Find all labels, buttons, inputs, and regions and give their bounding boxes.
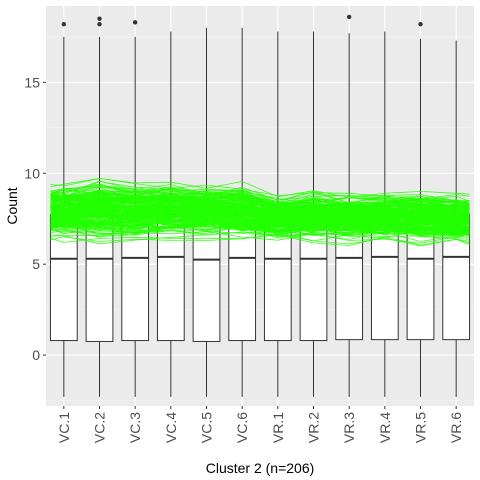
profile-line — [50, 231, 470, 245]
outlier-point — [418, 21, 423, 27]
profile-line — [50, 214, 470, 231]
y-tick-label: 0 — [32, 347, 40, 363]
profile-line — [50, 222, 470, 235]
y-axis-ticks: 0 5 10 15 — [24, 74, 46, 363]
box-body — [192, 214, 221, 342]
cluster-lines — [50, 177, 470, 247]
profile-line — [50, 206, 470, 223]
outlier-point — [61, 21, 67, 27]
profile-line — [50, 190, 470, 206]
x-tick-label: VC.4 — [163, 412, 179, 443]
outlier-point — [97, 16, 102, 21]
y-tick-label: 10 — [24, 165, 40, 181]
profile-line — [50, 233, 470, 247]
x-axis-title: Cluster 2 (n=206) — [206, 460, 315, 476]
outlier-point — [132, 20, 138, 25]
y-axis-title: Count — [4, 187, 20, 224]
x-tick-label: VR.1 — [270, 412, 286, 443]
profile-line — [50, 213, 470, 229]
x-tick-label: VR.6 — [448, 412, 464, 443]
x-tick-label: VC.3 — [127, 412, 143, 443]
profile-line — [50, 230, 470, 242]
profile-line — [50, 191, 470, 208]
box-body — [156, 213, 185, 342]
box-vc-4 — [156, 31, 185, 397]
profile-line — [50, 186, 470, 209]
x-tick-label: VR.4 — [377, 412, 393, 443]
x-axis-ticks: VC.1 VC.2 VC.3 VC.4 VC.5 VC.6 VR.1 VR.2 VR.3 VR.4… — [56, 406, 464, 443]
x-tick-label: VC.1 — [56, 412, 72, 443]
profile-line — [50, 222, 470, 231]
y-tick-label: 5 — [32, 256, 40, 272]
x-tick-label: VC.2 — [92, 412, 108, 443]
y-tick-label: 15 — [24, 74, 40, 90]
profile-line — [50, 231, 470, 244]
profile-line — [50, 206, 470, 218]
profile-line — [50, 213, 470, 223]
profile-line — [50, 197, 470, 212]
profile-line — [50, 180, 470, 204]
profile-line — [50, 194, 470, 209]
x-tick-label: VC.5 — [199, 412, 215, 443]
profile-line — [50, 210, 470, 226]
profile-line — [50, 207, 470, 220]
profile-line — [50, 201, 470, 217]
outlier-point — [346, 14, 352, 20]
box-vc-5 — [192, 27, 221, 397]
x-tick-label: VR.3 — [341, 412, 357, 443]
profile-line — [50, 224, 470, 239]
box-vc-3 — [121, 20, 150, 397]
x-tick-label: VR.2 — [306, 412, 322, 443]
outlier-point — [97, 21, 102, 27]
profile-line — [50, 199, 470, 214]
profile-line — [50, 178, 470, 198]
x-tick-label: VC.6 — [234, 412, 250, 443]
profile-line — [50, 214, 470, 229]
x-tick-label: VR.5 — [413, 412, 429, 443]
